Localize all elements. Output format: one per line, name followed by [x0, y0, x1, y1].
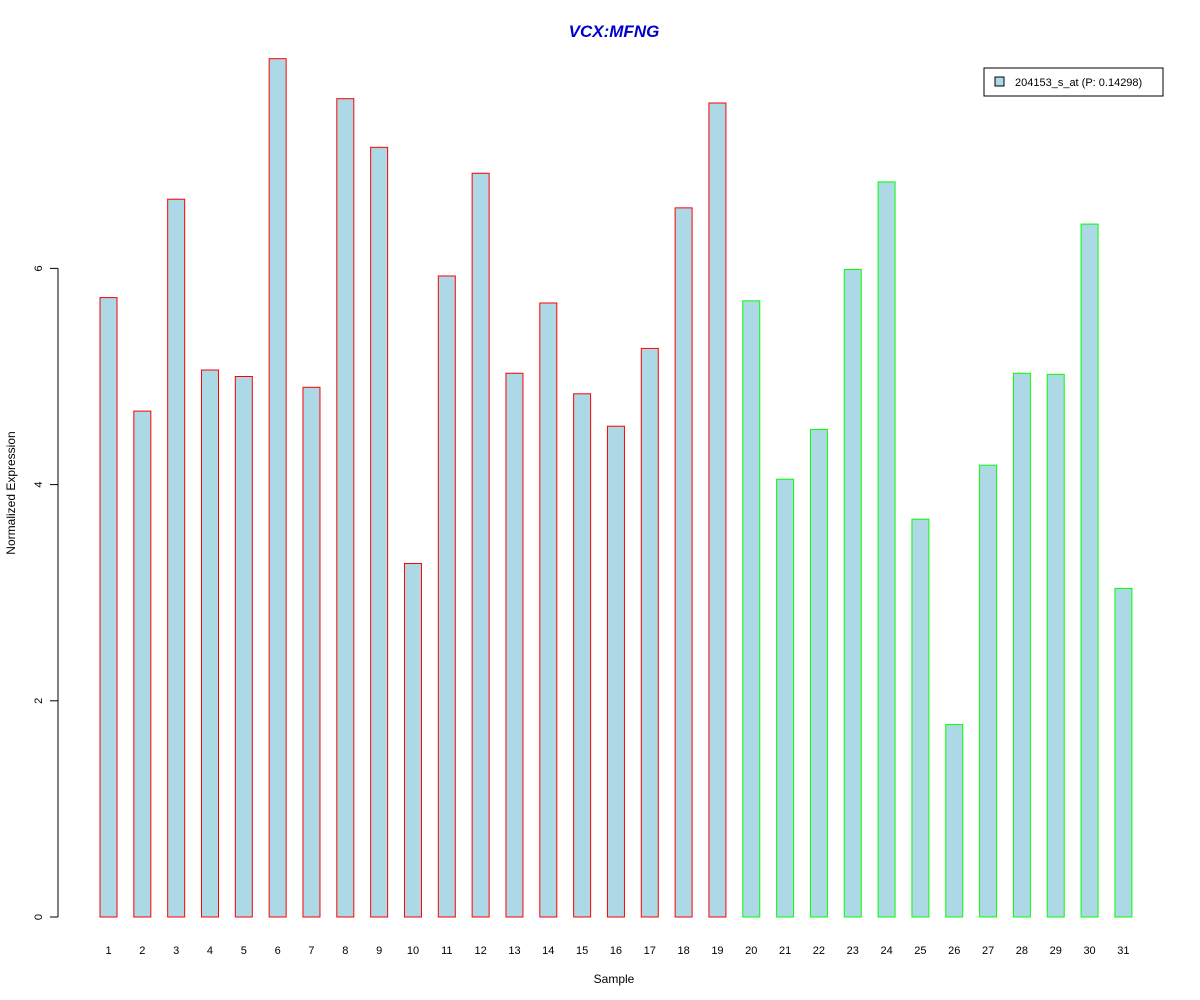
bar-sample-28	[1012, 372, 1031, 918]
x-tick-label: 12	[475, 945, 487, 957]
y-tick-label: 2	[33, 698, 45, 704]
x-tick-label: 7	[308, 945, 314, 957]
x-tick-label: 3	[173, 945, 179, 957]
bar-sample-4	[200, 369, 219, 918]
bar-sample-26	[945, 724, 964, 918]
bar-sample-16	[606, 425, 625, 918]
bar-sample-15	[573, 393, 592, 918]
bar-sample-19	[708, 102, 727, 918]
x-tick-label: 29	[1050, 945, 1062, 957]
x-tick-labels: 1 2 3 4 5 6 7 8 9 10 11 12 13 14 15 16 17 18 19 20 21 22 23 24 2…	[105, 945, 1129, 957]
x-tick-label: 5	[241, 945, 247, 957]
bar-sample-17	[640, 347, 659, 918]
bar-sample-14	[539, 302, 558, 918]
y-tick-label: 4	[33, 482, 45, 488]
bar-sample-18	[674, 207, 693, 918]
bar-sample-6	[268, 58, 287, 918]
x-tick-label: 17	[644, 945, 656, 957]
chart-title: VCX:MFNG	[569, 22, 660, 41]
x-tick-label: 13	[508, 945, 520, 957]
x-tick-label: 8	[342, 945, 348, 957]
bars-group	[99, 58, 1133, 918]
bar-sample-21	[776, 478, 795, 918]
bar-sample-11	[437, 275, 456, 918]
bar-sample-31	[1114, 587, 1133, 918]
x-tick-label: 2	[139, 945, 145, 957]
bar-sample-13	[505, 372, 524, 918]
bar-sample-10	[403, 563, 422, 918]
x-tick-label: 14	[542, 945, 554, 957]
x-tick-label: 24	[880, 945, 892, 957]
y-tick-label: 0	[33, 914, 45, 920]
x-tick-label: 9	[376, 945, 382, 957]
bar-sample-27	[979, 464, 998, 918]
y-tick-label: 6	[33, 265, 45, 271]
legend: 204153_s_at (P: 0.14298)	[983, 67, 1164, 97]
bar-sample-5	[234, 376, 253, 918]
x-tick-label: 28	[1016, 945, 1028, 957]
bar-sample-1	[99, 297, 118, 918]
x-tick-label: 30	[1083, 945, 1095, 957]
bar-sample-12	[471, 172, 490, 918]
bar-sample-2	[133, 410, 152, 918]
y-axis: 0 2 4 6	[33, 265, 59, 920]
x-tick-label: 11	[441, 945, 452, 957]
bar-sample-24	[877, 181, 896, 918]
x-tick-label: 20	[745, 945, 757, 957]
bar-sample-30	[1080, 223, 1099, 918]
x-tick-label: 19	[711, 945, 723, 957]
legend-swatch	[994, 76, 1005, 87]
x-tick-label: 18	[677, 945, 689, 957]
legend-box	[983, 67, 1164, 97]
bar-sample-20	[742, 300, 761, 918]
x-tick-label: 22	[813, 945, 825, 957]
y-axis-title: Normalized Expression	[4, 431, 18, 554]
x-tick-label: 21	[779, 945, 791, 957]
x-axis-title: Sample	[594, 972, 635, 986]
bar-sample-25	[911, 518, 930, 918]
x-tick-label: 26	[948, 945, 960, 957]
bar-sample-22	[809, 428, 828, 918]
bar-sample-29	[1046, 373, 1065, 918]
bar-sample-9	[370, 146, 389, 918]
x-tick-label: 31	[1117, 945, 1129, 957]
x-tick-label: 4	[207, 945, 213, 957]
x-tick-label: 1	[105, 945, 111, 957]
legend-label: 204153_s_at (P: 0.14298)	[1015, 77, 1142, 89]
x-tick-label: 15	[576, 945, 588, 957]
bar-sample-3	[167, 198, 186, 918]
bar-sample-8	[336, 98, 355, 918]
bar-sample-23	[843, 268, 862, 918]
x-tick-label: 27	[982, 945, 994, 957]
x-tick-label: 23	[847, 945, 859, 957]
x-tick-label: 10	[407, 945, 419, 957]
x-tick-label: 25	[914, 945, 926, 957]
bar-sample-7	[302, 386, 321, 918]
x-tick-label: 6	[275, 945, 281, 957]
x-tick-label: 16	[610, 945, 622, 957]
